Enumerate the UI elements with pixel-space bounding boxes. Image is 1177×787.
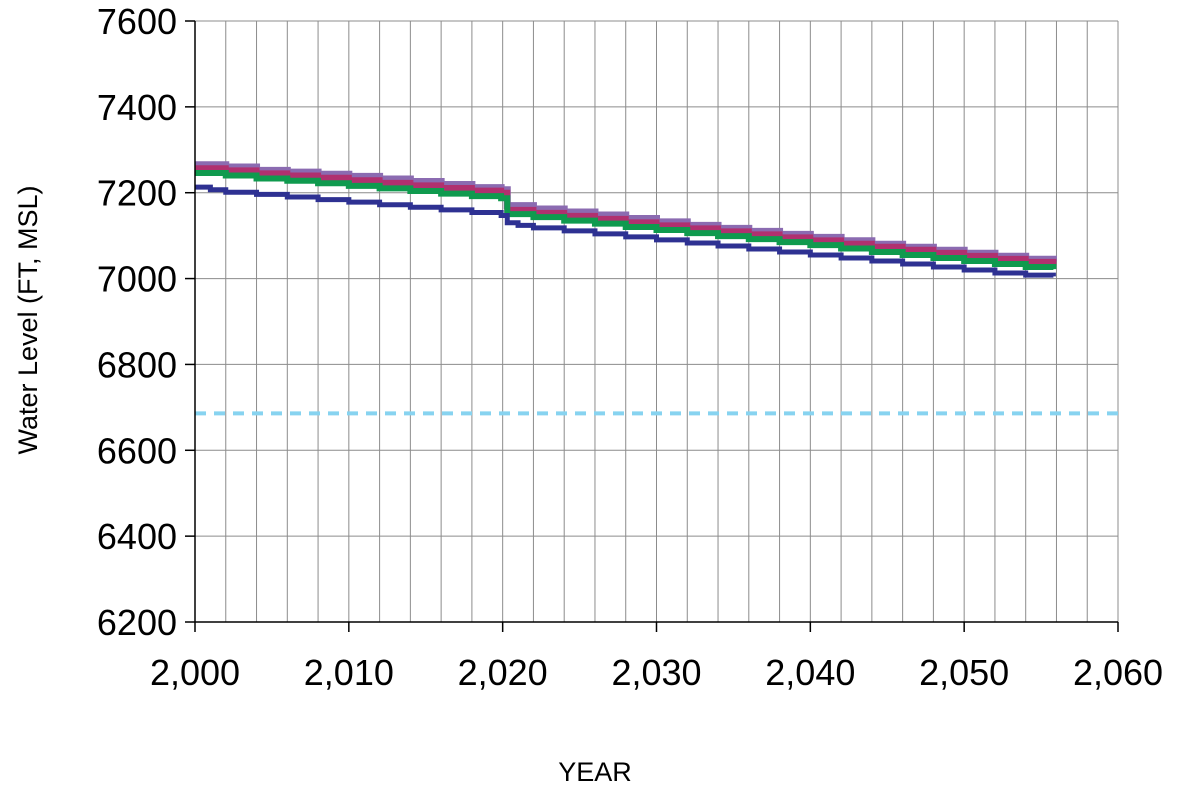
y-tick-label: 6800 (97, 344, 177, 385)
x-tick-label: 2,020 (458, 652, 548, 693)
series-group (195, 161, 1118, 416)
series-line-2 (195, 165, 1057, 265)
y-tick-label: 7600 (97, 1, 177, 42)
y-axis-title: Water Level (FT, MSL) (13, 185, 43, 454)
x-tick-label: 2,030 (611, 652, 701, 693)
series-line-3 (195, 169, 1057, 270)
y-tick-label: 6400 (97, 516, 177, 557)
y-tick-label: 7200 (97, 173, 177, 214)
axes (185, 20, 1119, 632)
y-tick-label: 7000 (97, 259, 177, 300)
series-line-4 (195, 184, 1056, 278)
x-tick-label: 2,000 (150, 652, 240, 693)
y-tick-label: 7400 (97, 87, 177, 128)
y-tick-label: 6200 (97, 602, 177, 643)
x-tick-label: 2,010 (304, 652, 394, 693)
x-axis-title: YEAR (558, 757, 632, 787)
grid (194, 20, 1119, 623)
y-tick-label: 6600 (97, 430, 177, 471)
x-tick-label: 2,040 (765, 652, 855, 693)
x-tick-label: 2,060 (1073, 652, 1163, 693)
tick-labels: 6200 6400 6600 6800 7000 7200 7400 7600 2,000 2,0… (97, 1, 1163, 693)
x-tick-label: 2,050 (919, 652, 1009, 693)
